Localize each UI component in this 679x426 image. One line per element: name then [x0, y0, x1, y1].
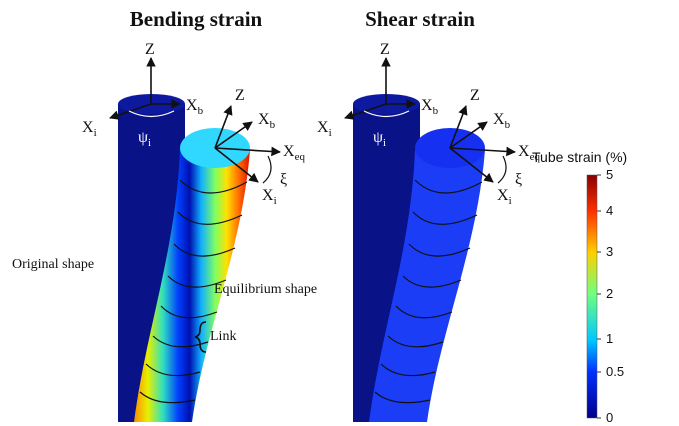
colorbar: Tube strain (%) 0 0.5 1 2 3 4 5	[532, 149, 627, 425]
annotation: Original shape	[12, 257, 94, 272]
tick-label: 2	[606, 286, 613, 301]
axis-label: Xi	[262, 187, 277, 207]
angle-label: ξ	[280, 171, 287, 188]
axis-label: Xb	[258, 111, 276, 131]
axis-label: Xb	[493, 111, 511, 131]
figure: Bending strain Z Xb Xi ψi Z Xb Xeq ξ Xi …	[0, 0, 679, 426]
tick-label: 4	[606, 203, 613, 218]
axis-label: Xeq	[283, 143, 305, 163]
panel-title: Shear strain	[365, 7, 475, 31]
tick-label: 0	[606, 410, 613, 425]
tick-label: 1	[606, 331, 613, 346]
annotation: Equilibrium shape	[214, 282, 317, 297]
axis-label: Xb	[186, 97, 204, 117]
axis-label: Xi	[82, 119, 97, 139]
axis-label: Z	[235, 87, 245, 104]
axis-label: Z	[145, 41, 155, 58]
axis-label: Z	[470, 87, 480, 104]
panel-left: Bending strain Z Xb Xi ψi Z Xb Xeq ξ Xi …	[12, 7, 317, 422]
colorbar-scale	[587, 175, 597, 418]
panel-title: Bending strain	[130, 7, 263, 31]
tick-label: 3	[606, 244, 613, 259]
axis-label: Xi	[497, 187, 512, 207]
tick-label: 5	[606, 167, 613, 182]
angle-label: ξ	[515, 171, 522, 188]
tick-label: 0.5	[606, 364, 624, 379]
axis-label: Xb	[421, 97, 439, 117]
panel-right: Shear strain Z Xb Xi ψi Z Xb Xeq ξ Xi	[317, 7, 540, 422]
axis-label: Z	[380, 41, 390, 58]
colorbar-title: Tube strain (%)	[532, 149, 627, 165]
annotation: Link	[210, 329, 236, 344]
axis-label: Xi	[317, 119, 332, 139]
colorbar-ticks: 0 0.5 1 2 3 4 5	[597, 167, 624, 425]
